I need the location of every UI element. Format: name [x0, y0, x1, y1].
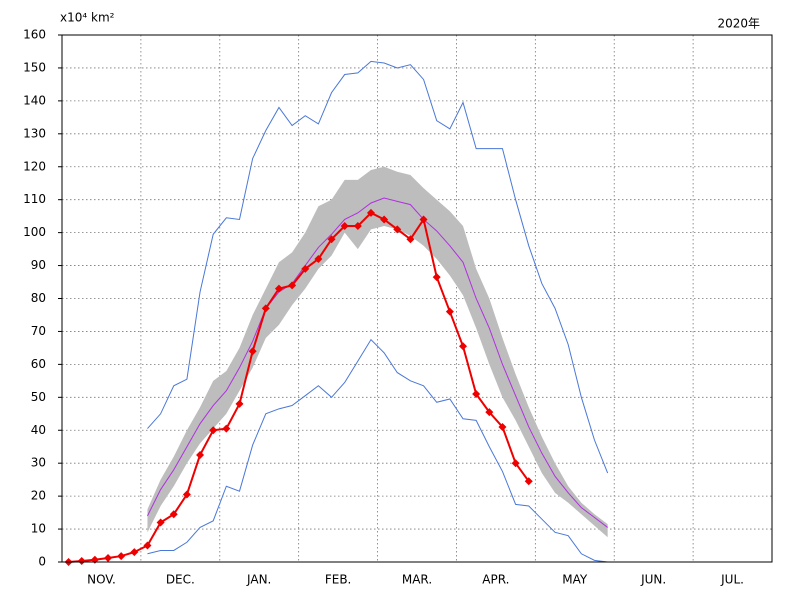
data-point — [301, 264, 310, 273]
data-point — [196, 450, 205, 459]
data-point — [104, 554, 113, 563]
data-point — [130, 548, 139, 557]
data-point — [472, 390, 481, 399]
data-point — [314, 254, 323, 263]
y-tick-label: 150 — [23, 60, 46, 74]
data-point — [353, 222, 362, 231]
data-point — [288, 281, 297, 290]
data-point — [511, 459, 520, 468]
y-tick-label: 70 — [31, 324, 46, 338]
series-line — [147, 60, 609, 474]
x-tick-label: DEC. — [166, 573, 195, 587]
y-tick-label: 140 — [23, 93, 46, 107]
data-point — [143, 541, 152, 550]
y-tick-label: 10 — [31, 522, 46, 536]
series-line — [147, 338, 608, 563]
data-point — [274, 284, 283, 293]
y-tick-label: 130 — [23, 126, 46, 140]
data-point — [169, 510, 178, 519]
data-point — [366, 208, 375, 217]
year-note: 2020年 — [717, 17, 760, 31]
series-line — [147, 197, 608, 528]
data-point — [222, 424, 231, 433]
y-tick-label: 80 — [31, 291, 46, 305]
x-tick-label: JUN. — [640, 573, 666, 587]
data-point — [485, 408, 494, 417]
y-tick-label: 20 — [31, 489, 46, 503]
data-point — [327, 235, 336, 244]
data-point — [524, 477, 533, 486]
x-tick-label: JAN. — [246, 573, 271, 587]
data-point — [182, 490, 191, 499]
data-point — [380, 215, 389, 224]
x-tick-label: NOV. — [87, 573, 116, 587]
x-tick-label: MAY — [562, 573, 588, 587]
y-tick-label: 0 — [38, 555, 46, 569]
x-tick-label: MAR. — [402, 573, 432, 587]
data-point — [77, 557, 86, 566]
data-point — [459, 342, 468, 351]
y-tick-label: 40 — [31, 423, 46, 437]
data-point — [235, 399, 244, 408]
x-tick-label: APR. — [482, 573, 509, 587]
data-point — [117, 552, 126, 561]
data-point — [498, 422, 507, 431]
y-tick-label: 90 — [31, 258, 46, 272]
y-tick-label: 30 — [31, 456, 46, 470]
data-point — [209, 426, 218, 435]
x-tick-label: JUL. — [720, 573, 744, 587]
data-point — [340, 222, 349, 231]
y-tick-label: 110 — [23, 192, 46, 206]
y-tick-label: 60 — [31, 357, 46, 371]
data-point — [432, 273, 441, 282]
data-point — [261, 304, 270, 313]
y-tick-label: 50 — [31, 390, 46, 404]
plot-frame — [61, 34, 773, 563]
x-tick-label: FEB. — [325, 573, 352, 587]
data-point — [419, 215, 428, 224]
data-point — [248, 347, 257, 356]
data-point — [445, 307, 454, 316]
data-point — [406, 235, 415, 244]
y-axis-unit: x10⁴ km² — [60, 11, 115, 25]
data-point — [156, 518, 165, 527]
normal-range-band — [147, 166, 608, 538]
y-tick-label: 160 — [23, 28, 46, 42]
y-tick-label: 120 — [23, 159, 46, 173]
data-point — [393, 225, 402, 234]
y-tick-label: 100 — [23, 225, 46, 239]
